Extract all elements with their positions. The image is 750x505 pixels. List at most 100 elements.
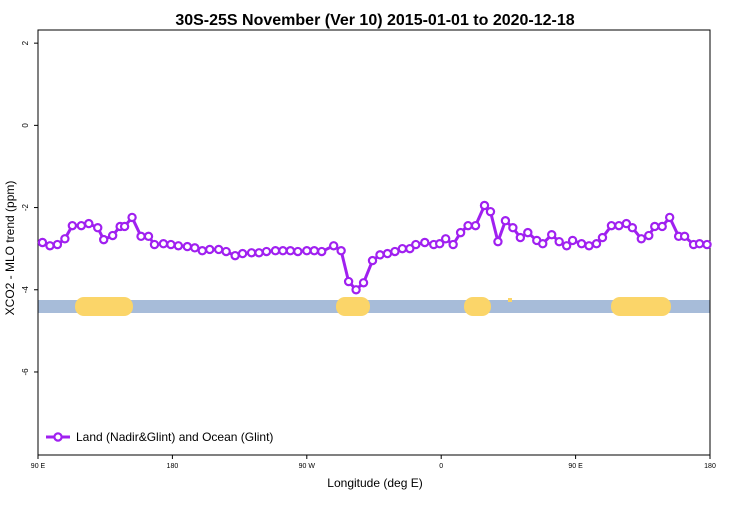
data-point [213, 244, 224, 255]
data-point [547, 229, 557, 240]
data-point [591, 239, 602, 249]
data-point [317, 246, 327, 257]
data-point [309, 246, 319, 256]
data-point [230, 250, 240, 261]
data-point [285, 246, 296, 256]
y-tick-label: -2 [21, 203, 30, 211]
data-point [470, 220, 481, 231]
data-point [702, 239, 712, 250]
x-tick-label: 0 [439, 463, 443, 470]
coverage-band [38, 297, 710, 316]
y-tick-label: 2 [21, 40, 30, 45]
data-point [448, 239, 458, 250]
data-point [293, 246, 303, 257]
ocean-band [38, 300, 710, 313]
data-point [493, 236, 503, 247]
data-point [328, 241, 339, 251]
data-point [343, 276, 354, 287]
data-point [52, 239, 63, 250]
data-point [644, 230, 654, 241]
data-point [561, 241, 572, 251]
data-point [479, 200, 490, 211]
x-tick-label: 180 [704, 463, 716, 470]
data-point [435, 239, 445, 249]
y-tick-label: -4 [21, 286, 30, 294]
data-point [627, 223, 638, 233]
data-point [302, 246, 312, 256]
data-point [99, 234, 109, 245]
data-point [584, 241, 594, 251]
data-point [657, 221, 667, 232]
data-point [166, 239, 176, 250]
data-point [107, 230, 118, 241]
data-point [636, 234, 647, 244]
data-point [221, 246, 231, 257]
data-point [614, 220, 624, 231]
data-point [538, 239, 548, 249]
data-point [143, 231, 154, 242]
data-point [367, 255, 378, 266]
data-point [621, 218, 632, 229]
data-point [37, 237, 48, 248]
data-point [60, 234, 70, 244]
data-point [158, 239, 169, 249]
data-point [278, 246, 288, 256]
data-point [67, 220, 78, 231]
data-point [84, 218, 94, 229]
data-point [190, 243, 200, 253]
data-point [508, 223, 518, 233]
data-point [420, 237, 430, 248]
y-axis-label: XCO2 - MLO trend (ppm) [3, 181, 17, 316]
data-point [246, 248, 257, 258]
y-tick-label: 0 [21, 123, 30, 128]
x-tick-label: 90 W [299, 463, 316, 470]
data-point [694, 239, 705, 249]
land-segment [508, 298, 512, 302]
x-tick-label: 90 E [31, 463, 46, 470]
data-point [182, 241, 193, 252]
data-point [597, 232, 608, 243]
data-point [119, 221, 130, 232]
y-tick-label: -6 [21, 368, 30, 376]
data-point [411, 239, 421, 250]
data-point [351, 285, 361, 295]
data-point [554, 236, 564, 247]
data-point [149, 239, 160, 250]
data-point [523, 227, 533, 238]
data-point [76, 220, 87, 231]
data-point [127, 212, 137, 223]
data-point [485, 206, 496, 217]
data-point [173, 241, 184, 251]
data-point [515, 232, 526, 243]
data-point [390, 246, 400, 257]
data-point [463, 220, 473, 231]
data-point [197, 246, 207, 256]
data-point [358, 278, 369, 288]
data-point [576, 239, 587, 249]
legend-marker [53, 432, 63, 442]
x-tick-label: 180 [167, 463, 179, 470]
data-point [606, 220, 617, 231]
chart-title: 30S-25S November (Ver 10) 2015-01-01 to … [175, 12, 574, 29]
data-point [440, 234, 451, 244]
land-segment [336, 297, 370, 316]
data-point [567, 235, 578, 246]
legend-label: Land (Nadir&Glint) and Ocean (Glint) [76, 430, 273, 444]
data-point [397, 243, 408, 254]
data-point [205, 244, 215, 255]
data-point [500, 216, 511, 226]
data-point [336, 246, 346, 256]
data-point [650, 221, 660, 232]
data-point [455, 227, 466, 238]
data-point [136, 231, 146, 242]
data-point [382, 248, 393, 259]
data-point [93, 223, 103, 233]
data-point [237, 248, 248, 259]
data-point [664, 212, 675, 223]
data-point [679, 231, 690, 242]
data-point [270, 246, 281, 256]
data-point [254, 248, 264, 258]
land-segment [611, 297, 671, 316]
